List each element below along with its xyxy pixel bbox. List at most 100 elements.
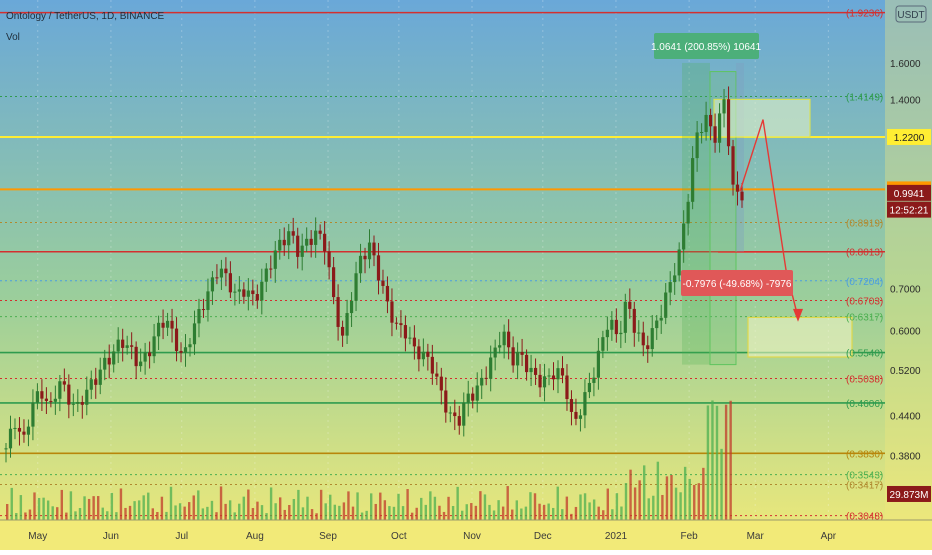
x-tick-label: Aug: [246, 531, 264, 542]
volume-bar: [242, 496, 245, 520]
volume-bar: [247, 489, 250, 520]
candle-body: [484, 377, 488, 379]
candle-body: [26, 426, 31, 435]
volume-bar: [6, 504, 9, 520]
candle-body: [62, 381, 66, 385]
x-tick-label: Apr: [821, 531, 837, 542]
candle-body: [430, 356, 434, 374]
volume-bar: [679, 492, 682, 520]
volume-bar: [565, 496, 569, 520]
volume-bar: [233, 512, 236, 520]
candle-body: [210, 277, 215, 292]
volume-bar: [119, 488, 123, 520]
candle-body: [53, 398, 57, 402]
volume-bar: [24, 512, 27, 520]
volume-bar: [624, 483, 628, 520]
volume-bar: [151, 508, 154, 520]
candle-body: [246, 290, 250, 297]
volume-bar: [306, 496, 309, 520]
candle-body: [264, 268, 268, 282]
volume-bar: [219, 486, 223, 520]
candle-body: [547, 375, 551, 377]
candle-body: [125, 345, 129, 348]
volume-bar: [301, 507, 305, 520]
volume-bar: [620, 506, 623, 520]
x-tick-label: Mar: [747, 531, 765, 542]
volume-bar: [356, 492, 359, 520]
volume-bar: [401, 506, 405, 520]
candle-body: [439, 376, 443, 391]
fib-level-label: (0.5038): [846, 374, 883, 385]
volume-bar: [420, 497, 423, 520]
candle-body: [462, 402, 466, 426]
candle-body: [668, 282, 672, 293]
volume-bar: [83, 496, 86, 520]
candle-body: [565, 375, 569, 400]
candle-body: [287, 231, 291, 246]
volume-bar: [724, 404, 728, 520]
volume-bar: [215, 512, 218, 520]
volume-bar: [492, 510, 496, 520]
candle-body: [112, 351, 116, 365]
volume-bar: [74, 511, 77, 520]
x-tick-label: Feb: [681, 531, 699, 542]
candle-body: [538, 374, 542, 388]
volume-bar: [97, 496, 100, 520]
candle-body: [255, 294, 259, 301]
candle-body: [22, 431, 26, 435]
volume-bar: [465, 504, 468, 520]
candle-body: [318, 230, 322, 234]
candle-body: [314, 230, 318, 245]
volume-bar: [256, 501, 259, 520]
candle-body: [596, 350, 600, 378]
x-tick-label: May: [28, 531, 47, 542]
candle-body: [80, 401, 84, 405]
volume-bar: [360, 512, 364, 520]
candle-body: [358, 255, 363, 274]
candle-body: [641, 332, 645, 346]
candle-body: [327, 251, 331, 268]
fib-level-label: (0.4606): [846, 399, 883, 410]
volume-bar: [552, 507, 555, 520]
volume-bar: [228, 500, 232, 520]
volume-bar: [643, 465, 646, 520]
candle-body: [237, 289, 241, 292]
candle-body: [170, 320, 174, 329]
candle-body: [197, 309, 201, 324]
candle-body: [224, 268, 228, 274]
volume-bar: [547, 503, 550, 520]
volume-bar: [329, 494, 332, 520]
price-badge-label: 12:52:21: [890, 206, 929, 217]
time-axis-band: [0, 520, 932, 550]
target-box-lower: [747, 316, 853, 358]
candle-body: [67, 384, 71, 405]
candle-body: [349, 300, 354, 314]
volume-bar: [656, 461, 660, 520]
candle-body: [444, 390, 448, 413]
candle-body: [345, 313, 349, 336]
volume-bar: [201, 508, 205, 520]
volume-bar: [556, 486, 559, 520]
candle-body: [560, 368, 565, 376]
volume-bar: [169, 486, 173, 520]
volume-bar: [488, 504, 491, 520]
rally-annotation-box: [654, 33, 759, 59]
volume-bar: [729, 400, 732, 520]
currency-label: USDT: [897, 10, 924, 21]
candle-body: [98, 369, 102, 385]
candle-body: [453, 412, 457, 417]
volume-bar: [392, 506, 396, 520]
candle-body: [219, 268, 224, 278]
candle-body: [152, 336, 156, 357]
candle-body: [493, 347, 497, 358]
volume-bar: [470, 503, 473, 520]
volume-bar: [188, 502, 191, 520]
candle-body: [623, 301, 627, 333]
volume-bar: [288, 505, 291, 520]
candle-body: [722, 99, 726, 114]
volume-bar: [46, 500, 50, 520]
volume-bar: [192, 495, 195, 520]
price-badge-label: 0.9941: [894, 189, 925, 200]
